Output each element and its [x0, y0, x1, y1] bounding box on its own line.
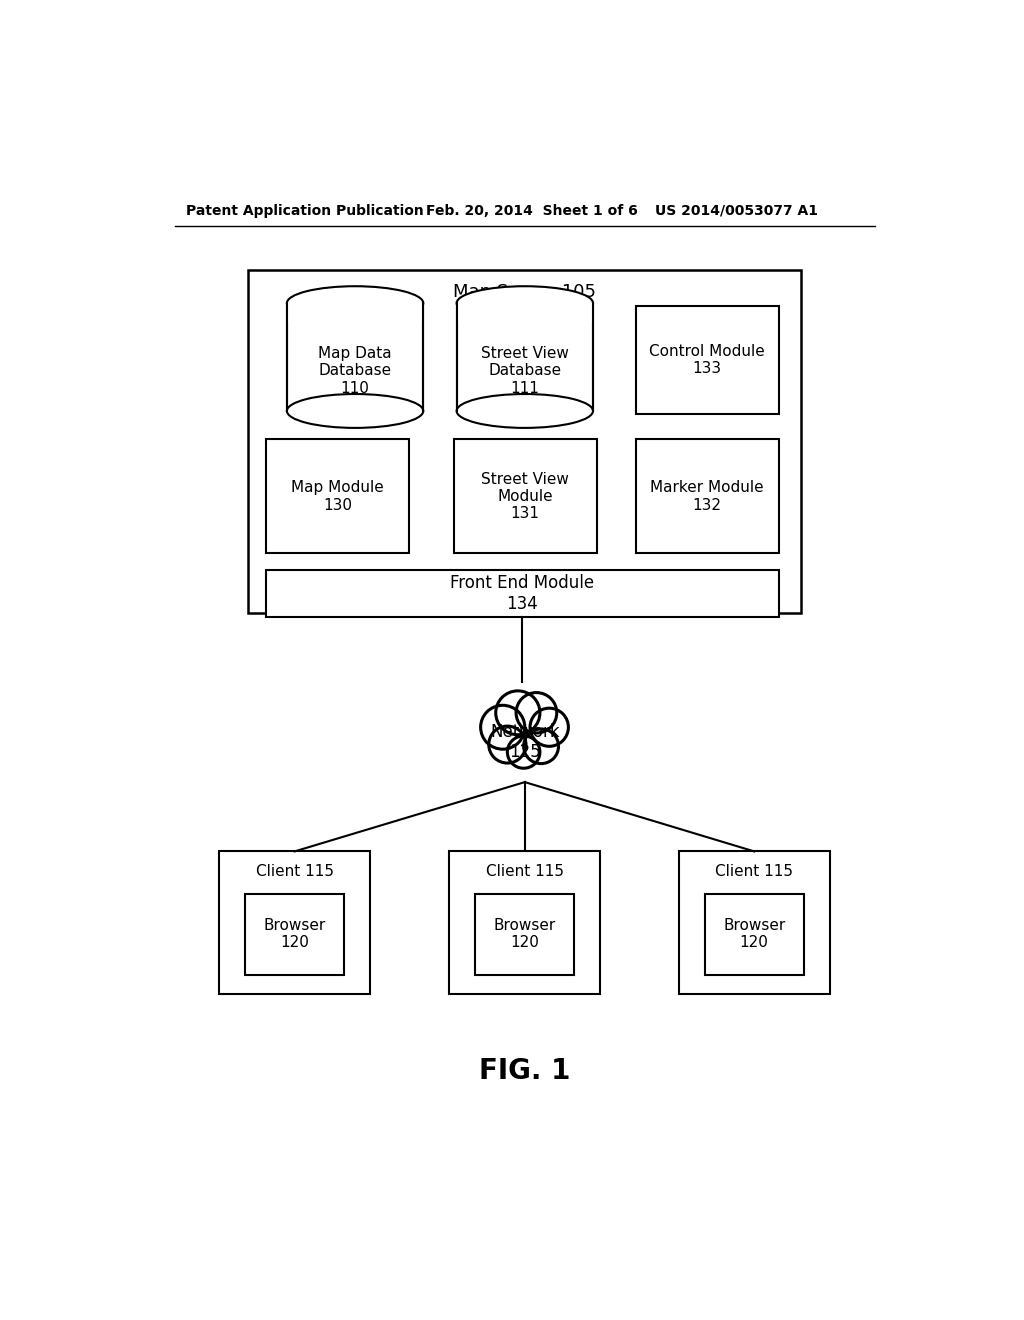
Bar: [266, 570, 779, 616]
Bar: [454, 440, 597, 553]
Text: Client 115: Client 115: [715, 863, 794, 879]
Ellipse shape: [457, 286, 593, 321]
Text: Patent Application Publication: Patent Application Publication: [186, 203, 424, 218]
Text: Front End Module
134: Front End Module 134: [451, 574, 595, 612]
Text: Street View
Database
111: Street View Database 111: [481, 346, 568, 396]
Text: Browser
120: Browser 120: [263, 917, 326, 950]
Ellipse shape: [287, 286, 423, 321]
Circle shape: [488, 726, 526, 763]
Bar: [286, 304, 424, 322]
Text: Map Module
130: Map Module 130: [291, 480, 384, 512]
Bar: [219, 851, 371, 994]
Bar: [475, 894, 574, 974]
Text: Client 115: Client 115: [485, 863, 564, 879]
Bar: [450, 851, 600, 994]
Bar: [636, 306, 779, 414]
Text: Control Module
133: Control Module 133: [649, 345, 765, 376]
Bar: [679, 851, 829, 994]
Text: Street View
Module
131: Street View Module 131: [481, 471, 569, 521]
Ellipse shape: [457, 393, 593, 428]
Circle shape: [530, 708, 568, 746]
Circle shape: [507, 737, 540, 768]
Circle shape: [523, 729, 558, 763]
Text: Network
125: Network 125: [490, 722, 559, 762]
Text: US 2014/0053077 A1: US 2014/0053077 A1: [655, 203, 818, 218]
Circle shape: [516, 693, 557, 733]
Ellipse shape: [287, 393, 423, 428]
Text: Browser
120: Browser 120: [723, 917, 785, 950]
Bar: [245, 894, 344, 974]
Bar: [636, 440, 779, 553]
Text: Map Data
Database
110: Map Data Database 110: [318, 346, 392, 396]
Bar: [705, 894, 804, 974]
Text: Browser
120: Browser 120: [494, 917, 556, 950]
Text: Map Server 105: Map Server 105: [454, 282, 596, 301]
Bar: [248, 271, 802, 612]
Text: Client 115: Client 115: [256, 863, 334, 879]
Text: FIG. 1: FIG. 1: [479, 1057, 570, 1085]
Circle shape: [480, 705, 525, 750]
Circle shape: [496, 690, 540, 735]
Bar: [266, 440, 410, 553]
Text: Feb. 20, 2014  Sheet 1 of 6: Feb. 20, 2014 Sheet 1 of 6: [426, 203, 638, 218]
Bar: [456, 304, 594, 322]
Text: Marker Module
132: Marker Module 132: [650, 480, 764, 512]
